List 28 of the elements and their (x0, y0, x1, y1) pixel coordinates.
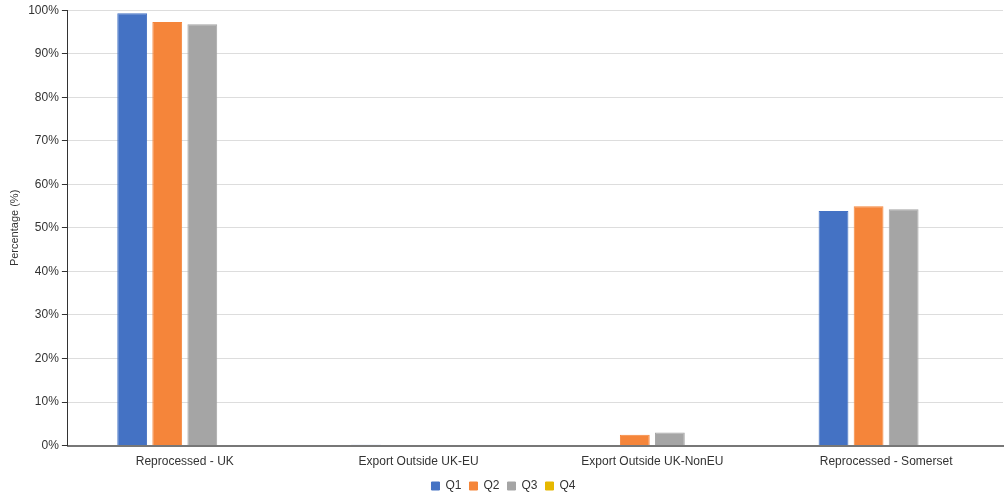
y-tick-label: 70% (34, 133, 60, 148)
bar (654, 432, 685, 446)
x-tick-label: Export Outside UK-EU (358, 454, 479, 469)
x-tick-label: Reprocessed - Somerset (819, 454, 954, 469)
y-tick-label: 90% (34, 46, 60, 61)
legend-label: Q4 (559, 478, 576, 493)
y-tick-label: 0% (41, 437, 60, 452)
y-tick-label: 80% (34, 89, 60, 104)
y-tick-label: 20% (34, 350, 60, 365)
bar (619, 434, 650, 446)
bar (818, 210, 849, 446)
bar (888, 209, 919, 446)
legend-label: Q3 (521, 478, 538, 493)
x-tick-label: Export Outside UK-NonEU (581, 454, 724, 469)
legend-label: Q1 (445, 478, 462, 493)
y-tick-label: 50% (34, 220, 60, 235)
bar (853, 206, 884, 446)
y-tick-label: 60% (34, 176, 60, 191)
bar (152, 21, 183, 446)
legend-label: Q2 (483, 478, 500, 493)
y-axis-title: Percentage (%) (7, 189, 20, 267)
y-tick-label: 100% (28, 2, 60, 17)
y-tick-label: 30% (34, 307, 60, 322)
bar (117, 13, 148, 446)
bar (187, 24, 218, 446)
x-tick-label: Reprocessed - UK (135, 454, 234, 469)
y-tick-label: 40% (34, 263, 60, 278)
y-tick-label: 10% (34, 394, 60, 409)
